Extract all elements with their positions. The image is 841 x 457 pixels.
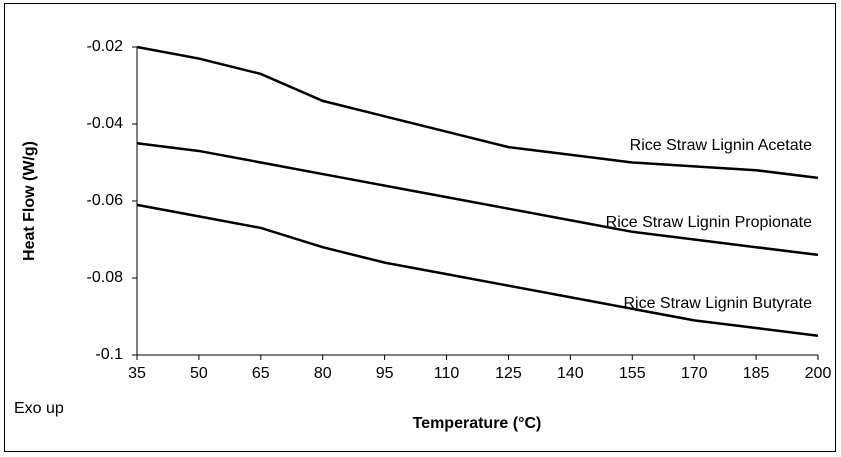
series-label: Rice Straw Lignin Acetate — [630, 137, 812, 154]
x-tick-label: 200 — [805, 365, 832, 382]
y-axis-title: Heat Flow (W/g) — [21, 141, 38, 261]
x-tick-label: 170 — [681, 365, 708, 382]
x-tick-label: 65 — [252, 365, 270, 382]
series-line — [136, 203, 819, 337]
annotation: Exo up — [14, 400, 64, 417]
x-tick-label: 35 — [128, 365, 146, 382]
x-tick-label: 125 — [495, 365, 522, 382]
y-tick-label: -0.08 — [87, 269, 124, 286]
x-axis-title: Temperature (°C) — [413, 415, 542, 432]
y-tick-label: -0.04 — [87, 115, 124, 132]
series-label: Rice Straw Lignin Butyrate — [623, 295, 812, 312]
series-line — [136, 45, 819, 180]
x-tick-label: 80 — [314, 365, 332, 382]
x-tick-label: 95 — [376, 365, 394, 382]
x-tick-label: 155 — [619, 365, 646, 382]
series-label: Rice Straw Lignin Propionate — [606, 214, 812, 231]
x-tick-label: 140 — [557, 365, 584, 382]
x-tick-label: 50 — [190, 365, 208, 382]
y-tick-label: -0.06 — [87, 192, 124, 209]
x-tick-label: 185 — [743, 365, 770, 382]
figure-border — [4, 3, 836, 452]
y-tick-label: -0.02 — [87, 38, 124, 55]
series-line — [136, 142, 819, 257]
y-tick-label: -0.1 — [95, 346, 123, 363]
x-tick-label: 110 — [434, 365, 460, 382]
